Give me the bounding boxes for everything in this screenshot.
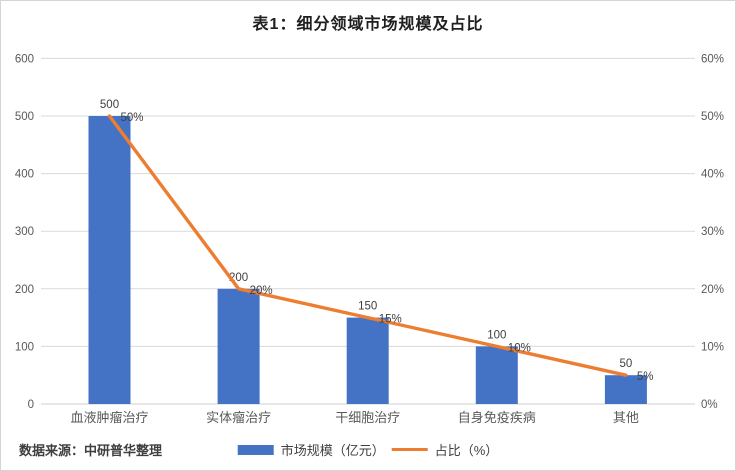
left-axis-tick-label: 400: [15, 169, 34, 181]
right-axis-tick-label: 30%: [701, 226, 724, 238]
category-label: 其他: [613, 410, 639, 425]
left-axis-tick-label: 600: [15, 53, 34, 65]
data-source-note: 数据来源：中研普华整理: [19, 443, 163, 458]
category-label: 干细胞治疗: [335, 410, 400, 425]
line-value-label: 10%: [508, 342, 531, 354]
right-axis-tick-label: 40%: [701, 169, 724, 181]
share-line-series: [107, 114, 628, 377]
bar-自身免疫疾病: [475, 346, 518, 404]
line-value-label: 15%: [379, 314, 402, 326]
combo-chart-plot-area: 0 0%100 10%200 20%300 30%400 40%500 50%600 60%5…: [15, 53, 724, 425]
bar-value-label: 500: [100, 99, 119, 111]
legend-bar-swatch-icon: [237, 444, 274, 455]
chart-title: 表1：细分领域市场规模及占比: [252, 16, 484, 33]
category-label: 自身免疫疾病: [458, 410, 536, 425]
legend-label-share: 占比（%）: [434, 443, 499, 458]
line-value-label: 5%: [637, 371, 654, 383]
bar-干细胞治疗: [346, 317, 389, 404]
left-axis-tick-label: 100: [15, 341, 34, 353]
legend-line-swatch-icon: [391, 448, 428, 451]
line-value-label: 50%: [121, 112, 144, 124]
line-value-label: 20%: [250, 285, 273, 297]
chart-footer: 数据来源：中研普华整理 市场规模（亿元） 占比（%）: [1, 437, 735, 461]
bar-value-label: 100: [487, 329, 506, 341]
bar-value-label: 150: [358, 301, 377, 313]
bar-value-label: 50: [620, 358, 633, 370]
right-axis-tick-label: 60%: [701, 53, 724, 65]
right-axis-tick-label: 10%: [701, 341, 724, 353]
bar-其他: [604, 375, 647, 404]
category-label: 血液肿瘤治疗: [70, 410, 148, 425]
category-label: 实体瘤治疗: [206, 410, 271, 425]
right-axis-tick-label: 0%: [701, 399, 718, 411]
chart-legend: 市场规模（亿元） 占比（%）: [237, 440, 499, 459]
right-axis-tick-label: 50%: [701, 111, 724, 123]
left-axis-tick-label: 300: [15, 226, 34, 238]
bar-实体瘤治疗: [217, 288, 260, 404]
bar-血液肿瘤治疗: [88, 116, 131, 404]
left-axis-tick-label: 0: [28, 399, 34, 411]
legend-label-market-size: 市场规模（亿元）: [280, 443, 385, 458]
left-axis-tick-label: 200: [15, 284, 34, 296]
right-axis-tick-label: 20%: [701, 284, 724, 296]
left-axis-tick-label: 500: [15, 111, 34, 123]
